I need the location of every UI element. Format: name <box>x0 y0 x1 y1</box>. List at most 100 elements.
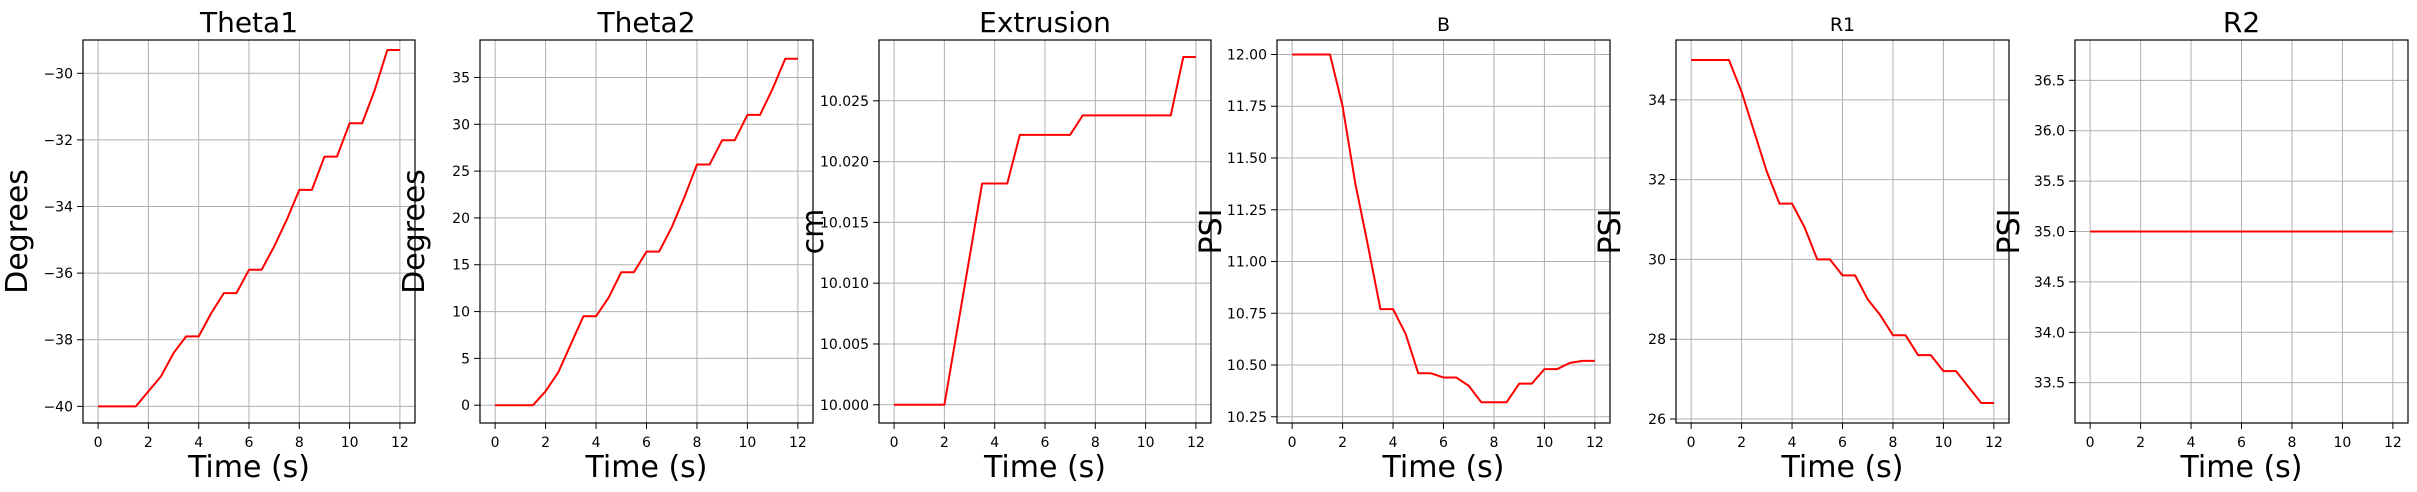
x-tick-label: 10 <box>1535 435 1553 451</box>
y-tick-label: 11.00 <box>1227 255 1267 271</box>
chart-title: Theta2 <box>596 6 695 39</box>
x-tick-label: 12 <box>1985 435 2003 451</box>
y-tick-label: 20 <box>452 211 470 227</box>
y-tick-label: 36.5 <box>2034 73 2065 89</box>
x-axis-label: Time (s) <box>1382 450 1505 485</box>
x-tick-label: 8 <box>295 435 304 451</box>
y-tick-label: 25 <box>452 164 470 180</box>
x-tick-label: 12 <box>789 435 807 451</box>
x-tick-label: 4 <box>1389 435 1398 451</box>
x-tick-label: 4 <box>194 435 203 451</box>
x-tick-label: 2 <box>1338 435 1347 451</box>
x-tick-label: 10 <box>1137 435 1155 451</box>
x-tick-label: 12 <box>1586 435 1604 451</box>
y-tick-label: 5 <box>461 351 470 367</box>
chart-0: 0 2 4 6 8 10 12 −40 −38 −36 −34 −32 −30 Theta1 Time (s… <box>0 6 416 485</box>
x-tick-label: 10 <box>1934 435 1952 451</box>
series-line <box>1691 58 1994 405</box>
chart-title: R1 <box>1830 14 1855 36</box>
y-tick-label: 10.50 <box>1227 358 1267 374</box>
y-tick-label: 26 <box>1648 412 1666 428</box>
series-line <box>98 48 400 408</box>
x-tick-label: 8 <box>692 435 701 451</box>
x-tick-label: 12 <box>2384 435 2402 451</box>
x-axis-label: Time (s) <box>187 450 310 485</box>
x-tick-label: 2 <box>940 435 949 451</box>
y-tick-label: −38 <box>43 333 73 349</box>
y-tick-label: 11.25 <box>1227 203 1267 219</box>
y-axis-label: PSI <box>1992 209 2027 255</box>
x-tick-label: 10 <box>2333 435 2351 451</box>
x-tick-label: 0 <box>890 435 899 451</box>
x-tick-label: 4 <box>1788 435 1797 451</box>
x-tick-label: 2 <box>144 435 153 451</box>
y-tick-label: 11.75 <box>1227 99 1267 115</box>
x-axis-label: Time (s) <box>2180 450 2303 485</box>
x-tick-label: 10 <box>341 435 359 451</box>
y-tick-label: 10.25 <box>1227 410 1267 426</box>
x-axis-label: Time (s) <box>983 450 1106 485</box>
x-tick-label: 4 <box>990 435 999 451</box>
chart-title: B <box>1437 14 1450 36</box>
x-axis-label: Time (s) <box>585 450 708 485</box>
x-tick-label: 6 <box>2237 435 2246 451</box>
x-tick-label: 2 <box>1737 435 1746 451</box>
chart-5: 0 2 4 6 8 10 12 33.5 34.0 34.5 35.0 35.5 36.0 36.5 R2 T… <box>1992 6 2409 485</box>
y-axis-label: PSI <box>1194 209 1229 255</box>
y-tick-label: 36.0 <box>2034 124 2065 140</box>
x-tick-label: 6 <box>1041 435 1050 451</box>
x-tick-label: 8 <box>2287 435 2296 451</box>
x-tick-label: 2 <box>2136 435 2145 451</box>
y-axis-label: PSI <box>1593 209 1628 255</box>
x-tick-label: 6 <box>1439 435 1448 451</box>
chart-title: Theta1 <box>199 6 298 39</box>
x-tick-label: 0 <box>94 435 103 451</box>
x-tick-label: 12 <box>1187 435 1205 451</box>
y-tick-label: 10.000 <box>820 398 869 414</box>
chart-title: R2 <box>2223 6 2260 39</box>
y-tick-label: 11.50 <box>1227 151 1267 167</box>
series-line <box>1292 53 1595 404</box>
x-tick-label: 12 <box>391 435 409 451</box>
y-axis-label: cm <box>796 209 831 255</box>
x-tick-label: 8 <box>1091 435 1100 451</box>
y-tick-label: 0 <box>461 398 470 414</box>
y-tick-label: −40 <box>43 399 73 415</box>
x-tick-label: 6 <box>642 435 651 451</box>
x-tick-label: 8 <box>1489 435 1498 451</box>
x-tick-label: 10 <box>738 435 756 451</box>
x-tick-label: 0 <box>1687 435 1696 451</box>
x-tick-label: 4 <box>592 435 601 451</box>
y-tick-label: −30 <box>43 66 73 82</box>
y-tick-label: 10 <box>452 305 470 321</box>
y-tick-label: 34 <box>1648 93 1666 109</box>
y-tick-label: 12.00 <box>1227 47 1267 63</box>
chart-4: 0 2 4 6 8 10 12 26 28 30 32 34 R1 Time (s) PSI <box>1593 14 2010 485</box>
x-axis-label: Time (s) <box>1781 450 1904 485</box>
y-tick-label: 34.0 <box>2034 325 2065 341</box>
series-line <box>495 57 798 407</box>
x-tick-label: 6 <box>245 435 254 451</box>
y-axis-label: Degrees <box>0 169 35 294</box>
y-tick-label: 10.75 <box>1227 306 1267 322</box>
y-tick-label: −32 <box>43 133 73 149</box>
y-tick-label: 10.020 <box>820 155 869 171</box>
y-tick-label: 28 <box>1648 332 1666 348</box>
y-tick-label: 32 <box>1648 173 1666 189</box>
y-tick-label: 10.010 <box>820 276 869 292</box>
y-tick-label: 35.5 <box>2034 174 2065 190</box>
y-tick-label: 30 <box>452 117 470 133</box>
chart-3: 0 2 4 6 8 10 12 10.25 10.50 10.75 11.00 11.25 11.50 1… <box>1194 14 1611 485</box>
x-tick-label: 2 <box>541 435 550 451</box>
y-axis-label: Degrees <box>397 169 432 294</box>
x-tick-label: 0 <box>1288 435 1297 451</box>
y-tick-label: −34 <box>43 200 73 216</box>
y-tick-label: 10.025 <box>820 94 869 110</box>
y-tick-label: 15 <box>452 258 470 274</box>
chart-2: 0 2 4 6 8 10 12 10.000 10.005 10.010 10.015 10.020 1… <box>796 6 1212 485</box>
chart-1: 0 2 4 6 8 10 12 0 5 10 15 20 25 30 35 Theta2 Time (s) Deg… <box>397 6 814 485</box>
x-tick-label: 0 <box>491 435 500 451</box>
chart-title: Extrusion <box>979 6 1111 39</box>
x-tick-label: 8 <box>1888 435 1897 451</box>
